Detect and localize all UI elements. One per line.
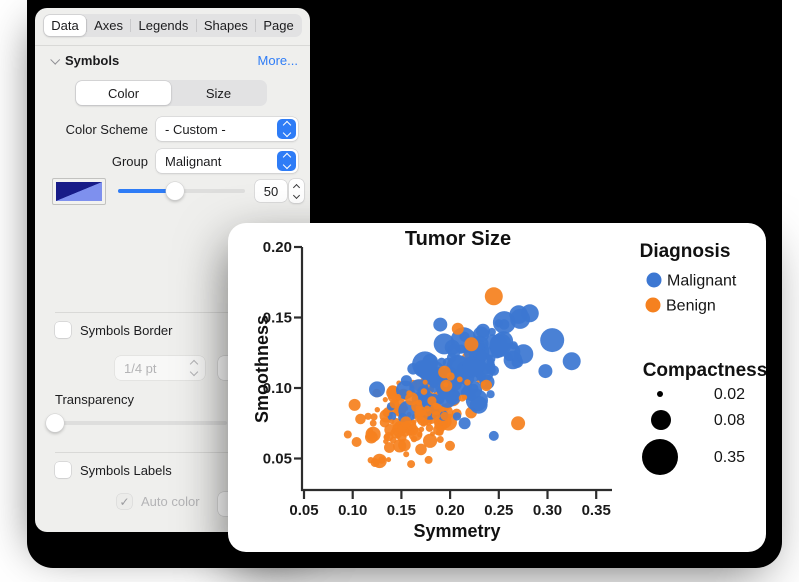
symbols-section-header: Symbols More... — [47, 49, 298, 71]
svg-text:0.10: 0.10 — [338, 502, 367, 519]
svg-text:0.08: 0.08 — [714, 412, 745, 429]
svg-text:0.30: 0.30 — [533, 502, 562, 519]
group-value: Malignant — [165, 153, 222, 169]
section-title: Symbols — [65, 52, 120, 68]
group-label: Group — [111, 153, 148, 169]
legend-swatch-malignant[interactable] — [646, 272, 662, 288]
more-link[interactable]: More... — [257, 52, 298, 68]
group-row: Group Malignant — [45, 149, 300, 173]
svg-text:0.20: 0.20 — [435, 502, 464, 519]
inspector-tab-bar: Data Axes Legends Shapes Page — [43, 14, 302, 37]
tab-separator — [195, 19, 197, 32]
border-width-value: 1/4 pt — [124, 360, 157, 376]
y-tick-labels: 0.20 0.15 0.10 0.05 — [263, 239, 292, 468]
color-scheme-popup[interactable]: - Custom - — [156, 117, 298, 141]
size-dot-small — [657, 391, 663, 397]
legend-swatch-benign[interactable] — [645, 297, 661, 313]
svg-text:0.05: 0.05 — [263, 451, 292, 468]
svg-text:0.35: 0.35 — [714, 449, 745, 466]
transparency-slider[interactable] — [46, 414, 227, 432]
legend-label-malignant: Malignant — [667, 273, 737, 290]
color-legend: Diagnosis Malignant Benign — [640, 241, 737, 315]
legend-title: Diagnosis — [640, 241, 731, 262]
tab-axes[interactable]: Axes — [94, 18, 124, 33]
symbol-size-field[interactable]: 50 — [255, 180, 287, 202]
svg-text:0.35: 0.35 — [582, 502, 611, 519]
symbols-border-label: Symbols Border — [80, 322, 173, 338]
divider — [55, 312, 310, 313]
color-scheme-row: Color Scheme - Custom - — [45, 117, 300, 141]
symbol-size-stepper[interactable] — [289, 179, 304, 203]
tab-separator — [255, 19, 257, 32]
size-dot-large — [642, 439, 678, 475]
divider — [55, 452, 310, 453]
symbols-labels-row: Symbols Labels — [55, 462, 300, 478]
tab-legends[interactable]: Legends — [138, 18, 189, 33]
chart-title: Tumor Size — [405, 228, 511, 250]
tab-separator — [85, 19, 87, 32]
group-popup[interactable]: Malignant — [156, 149, 298, 173]
symbols-labels-checkbox[interactable] — [55, 462, 71, 478]
color-scheme-label: Color Scheme — [65, 121, 148, 137]
svg-text:0.25: 0.25 — [484, 502, 513, 519]
legend-label-benign: Benign — [666, 298, 716, 315]
color-size-segmented-control: Color Size — [75, 80, 267, 106]
chevron-down-icon[interactable] — [47, 53, 61, 67]
chart-card: Tumor Size 0.20 — [228, 223, 766, 552]
size-legend-title: Compactness — [643, 360, 766, 381]
symbols-labels-label: Symbols Labels — [80, 462, 172, 478]
x-tick-labels: 0.05 0.10 0.15 0.20 0.25 0.30 0.35 — [289, 502, 610, 519]
auto-color-checkbox[interactable]: ✓ — [117, 494, 132, 509]
axes — [294, 245, 612, 499]
gradient-color-well[interactable] — [52, 178, 106, 205]
scatter-points[interactable] — [343, 287, 581, 469]
svg-text:0.20: 0.20 — [263, 239, 292, 256]
tab-shapes[interactable]: Shapes — [203, 18, 248, 33]
y-axis-label: Smoothness — [252, 315, 272, 423]
auto-color-row: ✓ Auto color — [117, 494, 300, 509]
svg-text:0.02: 0.02 — [714, 386, 745, 403]
segment-color[interactable]: Color — [76, 81, 171, 105]
svg-text:0.10: 0.10 — [263, 380, 292, 397]
size-legend: Compactness 0.02 0.08 0.35 — [642, 360, 766, 475]
border-width-popup[interactable]: 1/4 pt — [115, 356, 205, 380]
symbol-size-slider[interactable] — [118, 182, 245, 200]
symbols-border-checkbox[interactable] — [55, 322, 71, 338]
svg-text:0.15: 0.15 — [263, 310, 292, 327]
popup-stepper-icon — [277, 151, 296, 171]
color-scheme-value: - Custom - — [165, 121, 226, 137]
popup-stepper-icon — [184, 358, 203, 378]
svg-text:0.15: 0.15 — [387, 502, 416, 519]
divider — [35, 45, 310, 46]
gradient-swatch — [56, 182, 102, 201]
x-axis-label: Symmetry — [413, 521, 500, 541]
transparency-label: Transparency — [55, 392, 134, 407]
svg-text:0.05: 0.05 — [289, 502, 318, 519]
tab-separator — [130, 19, 132, 32]
symbols-border-row: Symbols Border — [55, 322, 300, 338]
bubble-chart: Tumor Size 0.20 — [252, 228, 766, 541]
auto-color-label: Auto color — [141, 494, 200, 509]
popup-stepper-icon — [277, 119, 296, 139]
size-dot-medium — [651, 410, 671, 430]
segment-size[interactable]: Size — [205, 85, 232, 101]
tab-data[interactable]: Data — [44, 15, 86, 36]
tab-page[interactable]: Page — [263, 18, 294, 33]
